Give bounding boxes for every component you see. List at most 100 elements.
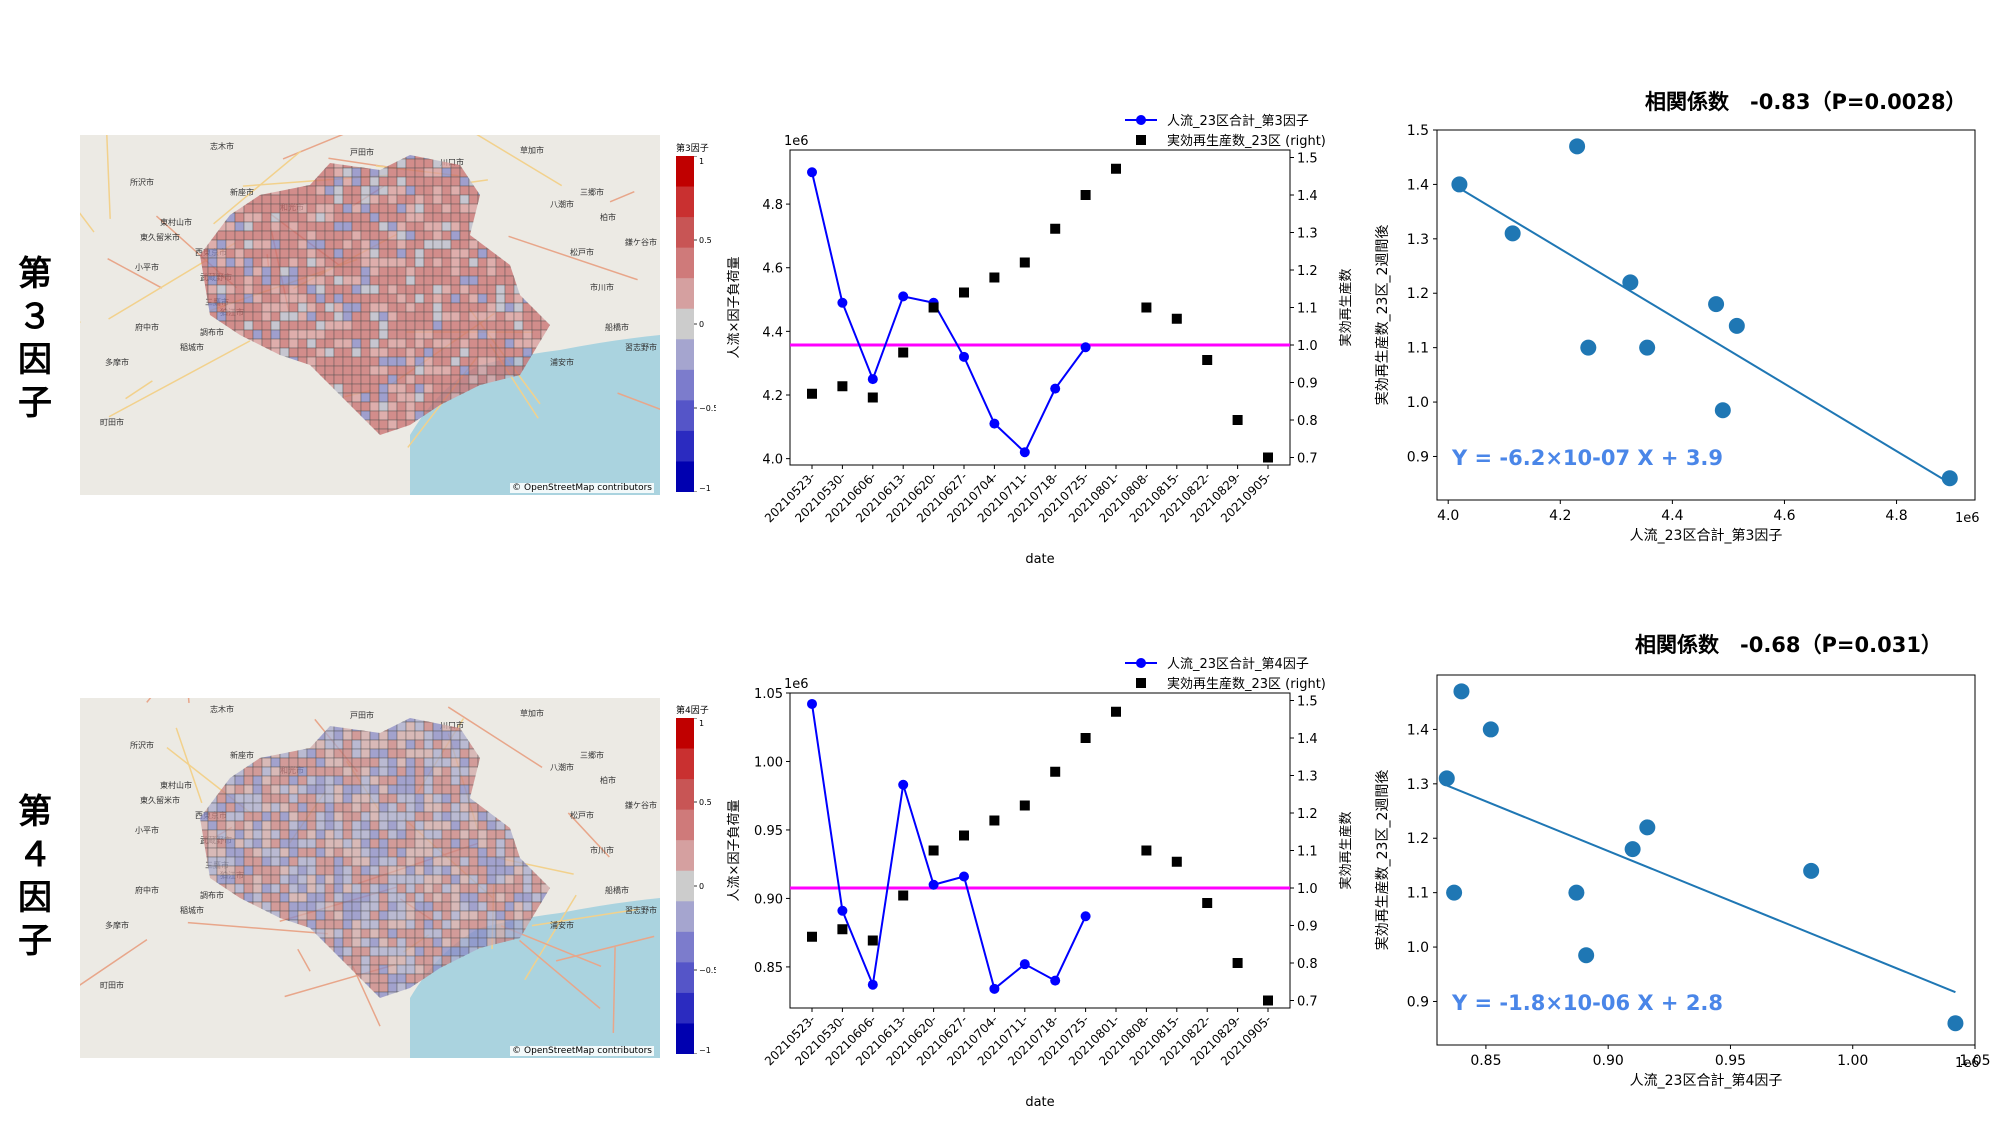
- scatter-title-factor4: 相関係数 -0.68（P=0.031）: [1635, 633, 1942, 657]
- grid-cell: [234, 428, 245, 435]
- grid-cell: [342, 275, 353, 286]
- grid-cell: [306, 221, 317, 232]
- grid-cell: [216, 937, 227, 948]
- place-label: 習志野市: [625, 342, 657, 352]
- grid-cell: [351, 302, 362, 313]
- place-label: 柏市: [600, 212, 616, 222]
- grid-cell: [513, 311, 524, 322]
- grid-cell: [333, 766, 344, 777]
- grid-cell: [378, 419, 389, 430]
- grid-cell: [441, 910, 452, 921]
- grid-cell: [378, 838, 389, 849]
- grid-cell: [459, 239, 470, 250]
- grid-cell: [324, 167, 335, 178]
- grid-cell: [549, 892, 550, 903]
- grid-cell: [342, 766, 353, 777]
- grid-cell: [468, 203, 479, 214]
- grid-cell: [378, 919, 389, 930]
- grid-cell: [486, 928, 497, 939]
- grid-cell: [360, 185, 371, 196]
- grid-cell: [414, 766, 425, 777]
- series-line: [811, 172, 1087, 454]
- grid-cell: [369, 964, 380, 975]
- grid-cell: [387, 428, 398, 435]
- grid-cell: [252, 257, 263, 268]
- grid-cell: [540, 311, 550, 322]
- grid-cell: [495, 275, 506, 286]
- grid-cell: [495, 203, 506, 214]
- grid-cell: [387, 338, 398, 349]
- grid-cell: [324, 221, 335, 232]
- grid-cell: [531, 266, 542, 277]
- grid-cell: [234, 973, 245, 984]
- grid-cell: [225, 874, 236, 885]
- grid-cell: [261, 802, 272, 813]
- line-chart-factor4: 0.850.900.951.001.050.70.80.91.01.11.21.…: [727, 656, 1354, 1110]
- grid-cell: [405, 302, 416, 313]
- grid-cell: [495, 329, 506, 340]
- grid-cell: [261, 721, 272, 732]
- grid-cell: [414, 919, 425, 930]
- place-label: 草加市: [520, 145, 544, 155]
- grid-cell: [243, 158, 254, 169]
- grid-cell: [234, 901, 245, 912]
- grid-cell: [459, 221, 470, 232]
- grid-cell: [270, 856, 281, 867]
- colorbar-tick-label: 0.5: [699, 236, 712, 245]
- grid-cell: [216, 410, 227, 421]
- plot-frame: [1436, 674, 1976, 1046]
- grid-cell: [450, 928, 461, 939]
- road: [187, 921, 328, 935]
- grid-cell: [315, 865, 326, 876]
- grid-cell: [243, 392, 254, 403]
- grid-cell: [360, 820, 371, 831]
- grid-cell: [306, 230, 317, 241]
- grid-cell: [288, 793, 299, 804]
- grid-cell: [441, 829, 452, 840]
- grid-cell: [369, 239, 380, 250]
- grid-cell: [414, 964, 425, 975]
- grid-cell: [351, 856, 362, 867]
- grid-cell: [307, 1001, 316, 1010]
- y-right-tick-label: 1.1: [1297, 302, 1318, 317]
- grid-cell: [432, 365, 443, 376]
- grid-cell: [234, 739, 245, 750]
- grid-cell: [342, 910, 353, 921]
- grid-cell: [441, 383, 452, 394]
- grid-cell: [207, 946, 218, 957]
- grid-cell: [216, 955, 227, 966]
- grid-cell: [288, 919, 299, 930]
- grid-cell: [252, 392, 263, 403]
- grid-cell: [225, 221, 236, 232]
- series-square: [1019, 800, 1030, 811]
- grid-cell: [243, 973, 254, 984]
- grid-cell: [234, 257, 245, 268]
- grid-cell: [342, 775, 353, 786]
- grid-cell: [333, 820, 344, 831]
- grid-cell: [225, 973, 236, 984]
- grid-cell: [414, 257, 425, 268]
- grid-cell: [288, 203, 299, 214]
- grid-cell: [450, 892, 461, 903]
- grid-cell: [441, 194, 452, 205]
- grid-cell: [261, 284, 272, 295]
- grid-cell: [559, 222, 568, 231]
- map-factor3[interactable]: 志木市戸田市川口市草加市三郷市所沢市新座市和光市八潮市東村山市東久留米市西東京市…: [80, 135, 660, 495]
- grid-cell: [396, 838, 407, 849]
- grid-cell: [396, 802, 407, 813]
- grid-cell: [432, 257, 443, 268]
- grid-cell: [522, 338, 533, 349]
- grid-cell: [414, 955, 425, 966]
- grid-cell: [405, 374, 416, 385]
- grid-cell: [559, 231, 568, 240]
- map-factor4[interactable]: 志木市戸田市川口市草加市三郷市所沢市新座市和光市八潮市東村山市東久留米市西東京市…: [80, 698, 660, 1058]
- grid-cell: [468, 356, 479, 367]
- grid-cell: [387, 721, 398, 732]
- grid-cell: [468, 730, 479, 741]
- grid-cell: [216, 374, 227, 385]
- grid-cell: [540, 730, 550, 741]
- grid-cell: [405, 212, 416, 223]
- grid-cell: [351, 176, 362, 187]
- grid-cell: [261, 838, 272, 849]
- grid-cell: [540, 329, 550, 340]
